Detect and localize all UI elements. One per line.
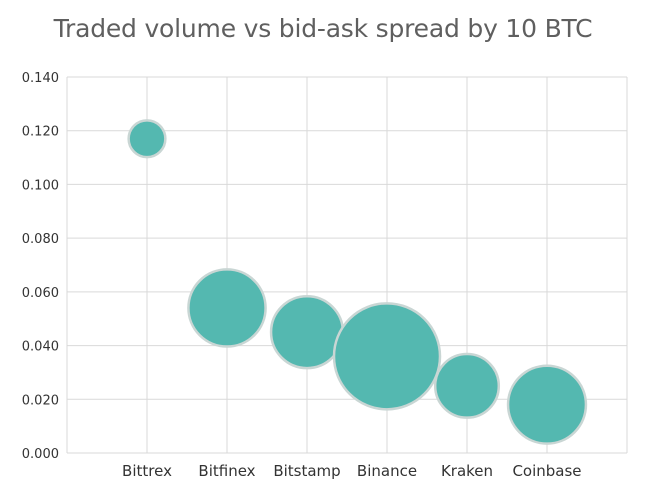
y-tick-label: 0.060 [22,286,59,301]
y-tick-label: 0.080 [22,232,59,247]
bubble-coinbase [506,364,588,445]
chart-title: Traded volume vs bid-ask spread by 10 BT… [53,14,593,43]
bubble-binance [332,302,442,411]
y-tick-label: 0.040 [22,340,59,355]
x-tick-label: Bitstamp [273,462,340,480]
x-tick-label: Bitfinex [198,462,255,480]
y-axis: 0.000 0.020 0.040 0.060 0.080 0.100 0.120 0.140 [22,71,59,462]
bubble-bittrex [127,119,167,159]
x-tick-label: Kraken [441,462,493,480]
bubble-layer [127,119,588,445]
y-tick-label: 0.140 [22,71,59,86]
x-tick-label: Bittrex [122,462,172,480]
y-tick-label: 0.120 [22,125,59,140]
x-tick-label: Coinbase [512,462,581,480]
x-axis: Bittrex Bitfinex Bitstamp Binance Kraken Coin… [122,462,582,480]
bubble-bitfinex [187,268,267,348]
y-tick-label: 0.020 [22,393,59,408]
y-tick-label: 0.100 [22,178,59,193]
bubble-kraken [433,352,501,419]
bubble-bitstamp [269,294,345,370]
x-tick-label: Binance [357,462,417,480]
y-tick-label: 0.000 [22,447,59,462]
